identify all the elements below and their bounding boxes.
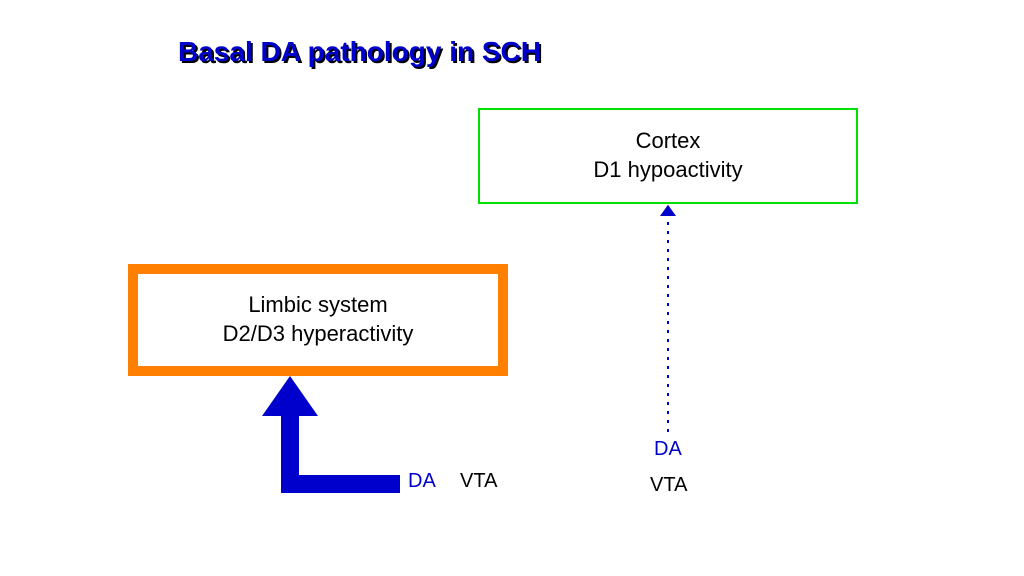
limbic-line2: D2/D3 hyperactivity — [223, 320, 414, 349]
da-label-left: DA — [408, 470, 436, 493]
limbic-box: Limbic system D2/D3 hyperactivity — [128, 264, 508, 376]
cortex-box: Cortex D1 hypoactivity — [478, 108, 858, 204]
cortex-line2: D1 hypoactivity — [593, 156, 742, 185]
da-label-right: DA — [654, 438, 682, 461]
vta-label-right: VTA — [650, 474, 687, 497]
vta-label-left: VTA — [460, 470, 497, 493]
thick-arrow-icon — [262, 376, 400, 493]
cortex-line1: Cortex — [636, 127, 701, 156]
dotted-arrow-icon — [660, 205, 676, 432]
limbic-line1: Limbic system — [248, 291, 387, 320]
page-title: Basal DA pathology in SCH — [178, 36, 541, 68]
